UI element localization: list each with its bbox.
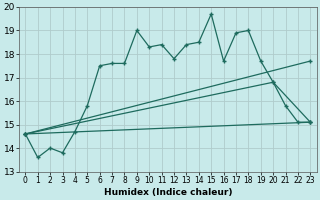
X-axis label: Humidex (Indice chaleur): Humidex (Indice chaleur)	[104, 188, 232, 197]
